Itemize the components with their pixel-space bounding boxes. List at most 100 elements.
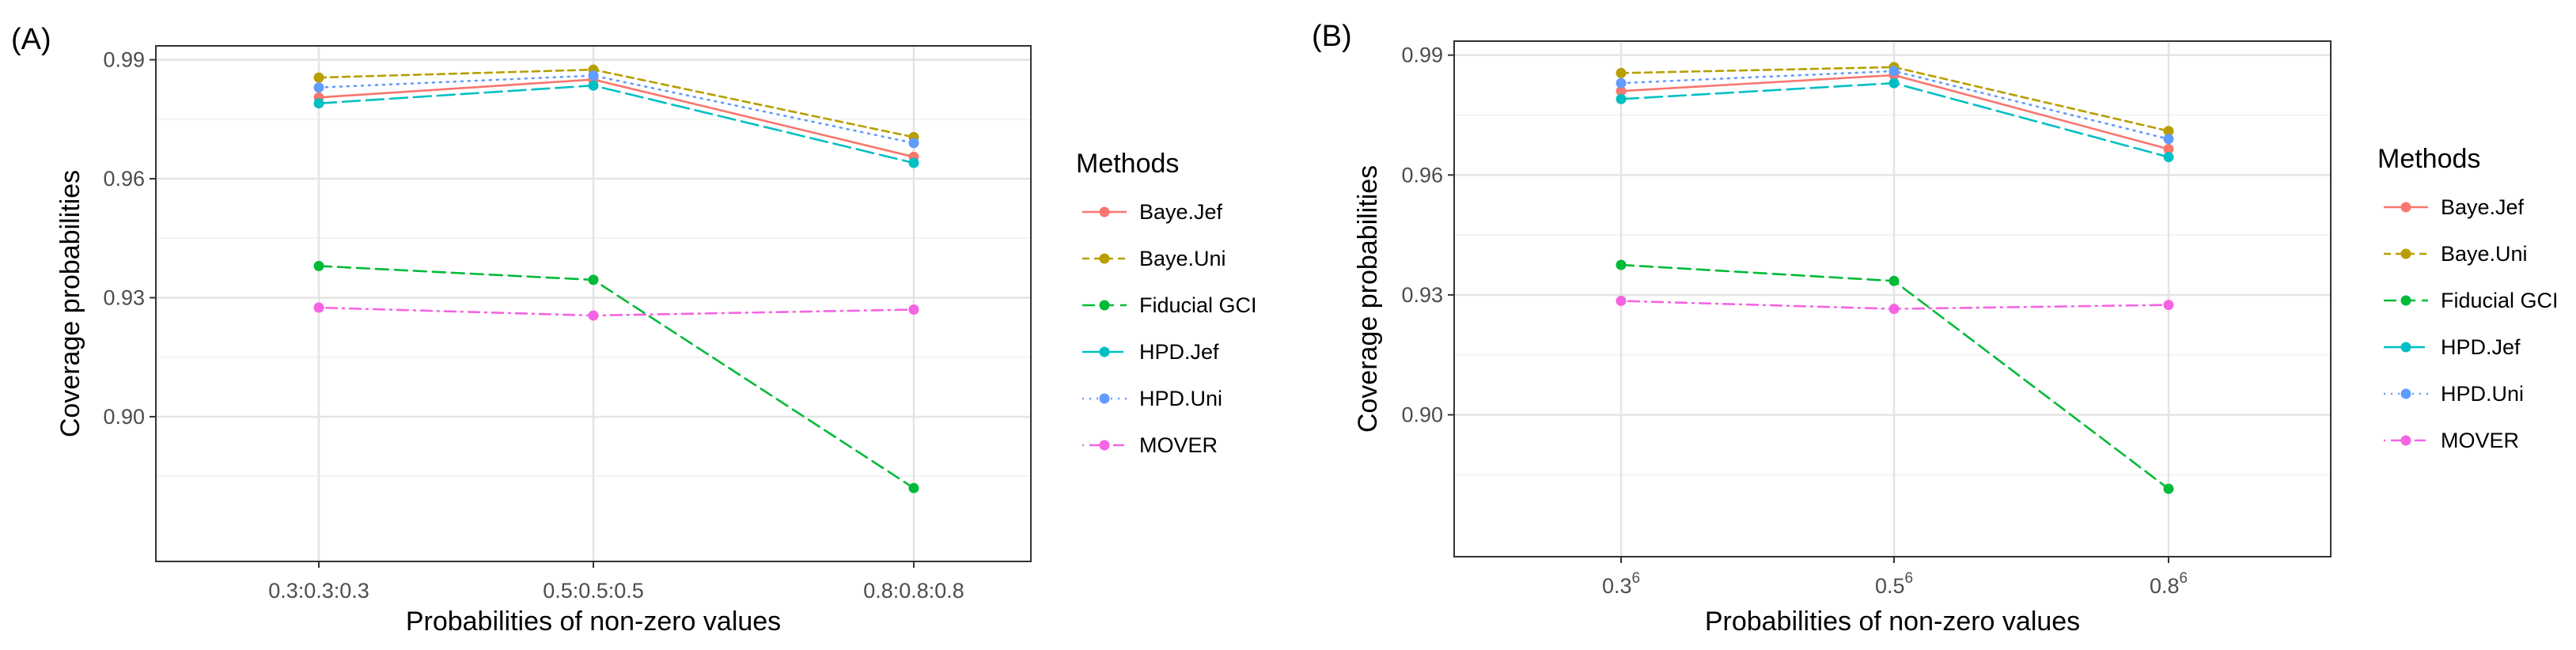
x-tick-label: 0.5:0.5:0.5 xyxy=(543,579,644,603)
legend-key-point xyxy=(2400,295,2411,306)
panel-label: (B) xyxy=(1312,20,1352,53)
legend-label: Baye.Uni xyxy=(1139,247,1226,270)
data-point-hpd-jef xyxy=(908,157,919,168)
legend-key-point xyxy=(2400,388,2411,399)
legend-item: HPD.Jef xyxy=(2384,335,2521,359)
x-tick-label-exponent: 6 xyxy=(1631,570,1640,587)
legend-item: Baye.Uni xyxy=(1082,247,1226,270)
y-tick-label: 0.93 xyxy=(1401,283,1443,307)
y-tick-label: 0.96 xyxy=(1401,163,1443,187)
legend-key-point xyxy=(1099,440,1110,451)
legend-item: HPD.Uni xyxy=(2384,382,2524,406)
x-axis-title: Probabilities of non-zero values xyxy=(1705,607,2080,637)
legend-item: HPD.Jef xyxy=(1082,340,1219,364)
legend-item: HPD.Uni xyxy=(1082,387,1222,410)
x-tick-label-base: 0.5:0.5:0.5 xyxy=(543,579,644,603)
data-point-hpd-jef xyxy=(313,98,324,109)
data-point-hpd-uni xyxy=(908,138,919,149)
legend-label: Baye.Uni xyxy=(2441,242,2528,266)
chart-panel-b: 0.900.930.960.990.36 0.56 0.86Probabilitie… xyxy=(1312,20,2559,637)
x-tick-label-base: 0.3:0.3:0.3 xyxy=(268,579,369,603)
data-point-baye-uni xyxy=(1616,67,1627,78)
data-point-fiducial-gci xyxy=(1616,259,1627,270)
legend-key-point xyxy=(2400,435,2411,446)
data-point-hpd-jef xyxy=(1888,77,1900,89)
data-point-baye-uni xyxy=(313,72,324,83)
data-point-hpd-uni xyxy=(1616,77,1627,89)
legend-key-point xyxy=(2400,342,2411,353)
legend-key-point xyxy=(2400,202,2411,213)
x-tick-label-base: 0.8 xyxy=(2150,574,2180,598)
y-tick-label: 0.99 xyxy=(103,48,145,72)
data-point-mover xyxy=(1888,304,1900,315)
panel-label: (A) xyxy=(11,23,51,56)
legend-key-point xyxy=(1099,253,1110,264)
legend: Methods Baye.Jef Baye.Uni Fiducial GCI HPD.J… xyxy=(1076,149,1257,457)
legend-key-point xyxy=(2400,248,2411,259)
data-point-mover xyxy=(313,302,324,313)
y-axis-title: Coverage probabilities xyxy=(55,170,85,437)
y-tick-label: 0.90 xyxy=(1401,403,1443,427)
legend-title: Methods xyxy=(1076,149,1179,179)
x-tick-label: 0.86 xyxy=(2150,570,2188,598)
series-line-hpd-uni xyxy=(317,74,915,145)
x-tick-label-base: 0.3 xyxy=(1602,574,1632,598)
legend-label: Fiducial GCI xyxy=(1139,293,1257,317)
legend-label: HPD.Jef xyxy=(2441,335,2521,359)
x-axis-title: Probabilities of non-zero values xyxy=(406,607,781,637)
data-point-hpd-jef xyxy=(588,80,599,91)
legend-key-point xyxy=(1099,300,1110,311)
data-point-fiducial-gci xyxy=(1888,275,1900,286)
x-tick-label-exponent: 6 xyxy=(1904,570,1913,587)
data-point-hpd-uni xyxy=(588,70,599,81)
data-point-hpd-uni xyxy=(1888,66,1900,77)
x-tick-label: 0.3:0.3:0.3 xyxy=(268,579,369,603)
data-point-baye-jef xyxy=(2163,144,2174,154)
data-point-mover xyxy=(1616,296,1627,306)
legend-item: Fiducial GCI xyxy=(1082,293,1257,317)
data-point-fiducial-gci xyxy=(313,260,324,271)
data-point-hpd-jef xyxy=(1616,93,1627,104)
data-point-mover xyxy=(588,310,599,321)
legend-label: MOVER xyxy=(1139,433,1218,457)
y-tick-label: 0.90 xyxy=(103,405,145,429)
legend-label: HPD.Jef xyxy=(1139,340,1219,364)
data-point-fiducial-gci xyxy=(2163,483,2174,494)
plot-border xyxy=(1453,40,2332,557)
legend-item: Baye.Jef xyxy=(2384,195,2525,219)
legend-label: MOVER xyxy=(2441,429,2519,452)
data-point-baye-uni xyxy=(2163,126,2174,137)
legend-label: HPD.Uni xyxy=(1139,387,1222,410)
legend-key-point xyxy=(1099,346,1110,357)
data-point-hpd-jef xyxy=(2163,152,2174,163)
legend-item: MOVER xyxy=(1082,433,1218,457)
data-point-fiducial-gci xyxy=(908,482,919,493)
legend-item: Fiducial GCI xyxy=(2384,289,2559,312)
legend-label: Baye.Jef xyxy=(1139,200,1223,224)
x-tick-label-base: 0.8:0.8:0.8 xyxy=(863,579,964,603)
y-axis-title: Coverage probabilities xyxy=(1353,165,1383,433)
legend-key-point xyxy=(1099,393,1110,404)
x-tick-label-base: 0.5 xyxy=(1875,574,1905,598)
legend-key-point xyxy=(1099,206,1110,217)
data-point-hpd-uni xyxy=(313,82,324,93)
x-tick-label: 0.8:0.8:0.8 xyxy=(863,579,964,603)
x-tick-label: 0.36 xyxy=(1602,570,1640,598)
y-tick-label: 0.96 xyxy=(103,167,145,191)
legend-title: Methods xyxy=(2377,144,2480,174)
y-tick-label: 0.93 xyxy=(103,285,145,309)
plot-background xyxy=(1454,41,2331,557)
x-tick-label: 0.56 xyxy=(1875,570,1913,598)
data-point-mover xyxy=(2163,300,2174,311)
legend-item: MOVER xyxy=(2384,429,2519,452)
legend-item: Baye.Jef xyxy=(1082,200,1223,224)
y-tick-label: 0.99 xyxy=(1401,43,1443,67)
legend-item: Baye.Uni xyxy=(2384,242,2528,266)
legend: Methods Baye.Jef Baye.Uni Fiducial GCI HPD.J… xyxy=(2377,144,2559,452)
legend-label: Baye.Jef xyxy=(2441,195,2525,219)
legend-label: Fiducial GCI xyxy=(2441,289,2559,312)
legend-label: HPD.Uni xyxy=(2441,382,2524,406)
data-point-fiducial-gci xyxy=(588,274,599,285)
data-point-mover xyxy=(908,304,919,315)
